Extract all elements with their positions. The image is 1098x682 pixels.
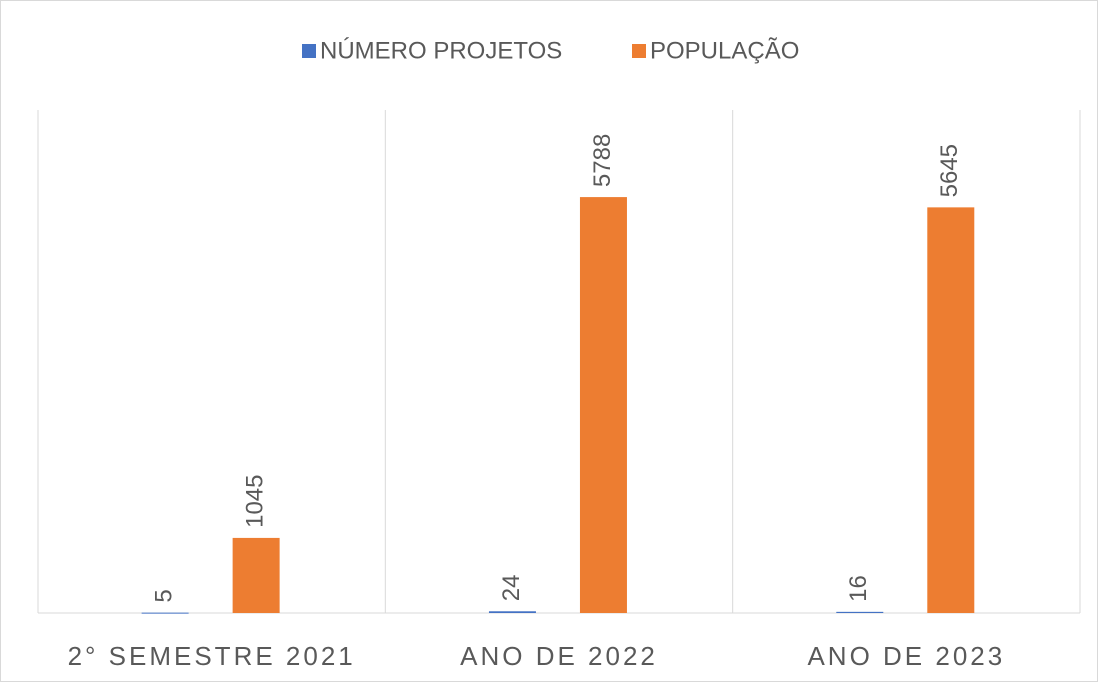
data-label: 1045: [241, 475, 268, 528]
bar: [141, 612, 189, 614]
bar: [488, 611, 536, 613]
data-label: 24: [498, 575, 525, 602]
data-label: 5: [150, 589, 177, 602]
legend-swatch: [632, 44, 646, 58]
legend-swatch: [302, 44, 316, 58]
x-tick-label: ANO DE 2022: [460, 641, 658, 671]
legend-label: POPULAÇÃO: [650, 37, 799, 64]
legend-label: NÚMERO PROJETOS: [320, 37, 562, 64]
bar: [836, 611, 884, 613]
bar: [927, 207, 975, 613]
data-label: 5645: [936, 144, 963, 197]
x-tick-label: ANO DE 2023: [807, 641, 1005, 671]
bar: [579, 197, 627, 613]
data-label: 5788: [589, 134, 616, 187]
bar: [232, 537, 280, 613]
x-tick-label: 2° SEMESTRE 2021: [68, 641, 356, 671]
data-label: 16: [845, 575, 872, 602]
